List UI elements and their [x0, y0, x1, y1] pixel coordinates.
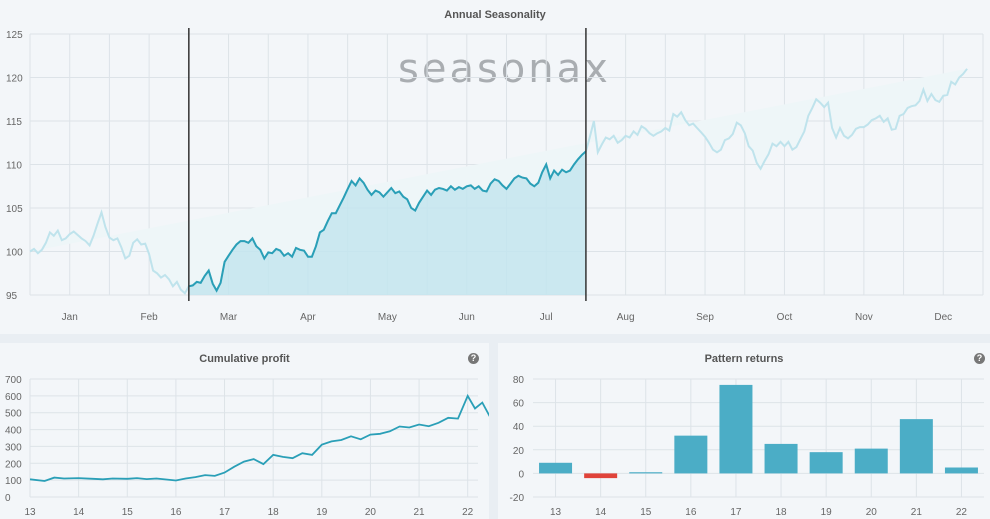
- y-tick-label: 80: [513, 375, 525, 386]
- y-tick-label: 105: [6, 204, 23, 215]
- pattern-return-bar: [719, 384, 753, 474]
- x-tick-label: 18: [775, 507, 787, 518]
- y-tick-label: 0: [5, 493, 11, 504]
- y-tick-label: 120: [6, 74, 23, 85]
- x-tick-label: 20: [866, 507, 878, 518]
- x-tick-label: Feb: [141, 312, 159, 323]
- x-tick-label: 21: [911, 507, 923, 518]
- cumulative-profit-panel: Cumulative profit ? 0 100 200 300 400 500 600 7…: [0, 343, 489, 519]
- x-tick-label: 17: [730, 507, 742, 518]
- x-tick-label: Jul: [540, 312, 553, 323]
- pattern-return-bar: [764, 443, 798, 474]
- y-tick-label: -20: [510, 493, 525, 504]
- x-tick-label: 15: [122, 507, 134, 518]
- pattern-return-bar: [629, 472, 663, 474]
- cumulative-help-icon[interactable]: ?: [468, 353, 479, 364]
- pattern-return-bar: [944, 467, 978, 474]
- x-tick-label: 17: [219, 507, 231, 518]
- y-tick-label: 100: [6, 248, 23, 259]
- x-tick-label: Oct: [777, 312, 793, 323]
- y-tick-label: 300: [5, 442, 22, 453]
- x-tick-label: 15: [640, 507, 652, 518]
- x-tick-label: 20: [365, 507, 377, 518]
- cumulative-profit-chart: 0 100 200 300 400 500 600 700 13 14 15 16 17 18 19 20 21…: [5, 375, 489, 518]
- seasonal-pattern-line: [188, 150, 587, 293]
- y-tick-label: 60: [513, 399, 525, 410]
- y-tick-label: 600: [5, 392, 22, 403]
- y-tick-label: 700: [5, 375, 22, 386]
- x-tick-label: 22: [462, 507, 474, 518]
- x-tick-label: 22: [956, 507, 968, 518]
- annual-seasonality-chart: 95 100 105 110 115 120 125 Jan Feb Mar Apr May Jun Ju…: [6, 28, 984, 323]
- cumulative-profit-title: Cumulative profit: [199, 353, 290, 365]
- y-tick-label: 400: [5, 426, 22, 437]
- pattern-return-bar: [854, 448, 888, 474]
- x-tick-label: Nov: [855, 312, 873, 323]
- highlighted-area: [188, 151, 586, 295]
- x-tick-label: Apr: [300, 312, 316, 323]
- annual-seasonality-panel: Annual Seasonality seasonax 95 100 105 110 1…: [6, 9, 984, 323]
- x-tick-label: 19: [821, 507, 833, 518]
- pattern-return-bar: [674, 435, 708, 474]
- cumulative-profit-line: [29, 393, 489, 482]
- faded-area: [30, 68, 968, 294]
- y-tick-label: 0: [518, 469, 524, 480]
- x-tick-label: Dec: [934, 312, 952, 323]
- pattern-return-bar: [899, 419, 933, 474]
- x-tick-label: May: [378, 312, 397, 323]
- x-tick-label: 16: [170, 507, 182, 518]
- x-tick-label: 14: [595, 507, 607, 518]
- pattern-returns-panel: Pattern returns ? -20 0 20 40 60 80 13 14 15 16 17…: [498, 343, 990, 519]
- x-tick-label: 13: [550, 507, 562, 518]
- y-tick-label: 115: [6, 117, 22, 128]
- x-tick-label: 16: [685, 507, 697, 518]
- y-tick-label: 95: [6, 291, 18, 302]
- y-tick-label: 500: [5, 409, 22, 420]
- x-tick-label: Sep: [696, 312, 714, 323]
- y-tick-label: 20: [513, 446, 525, 457]
- x-tick-label: Jan: [62, 312, 78, 323]
- x-tick-label: 13: [24, 507, 36, 518]
- pattern-help-icon[interactable]: ?: [974, 353, 985, 364]
- y-tick-label: 110: [6, 161, 22, 172]
- x-tick-label: Mar: [220, 312, 238, 323]
- x-tick-label: Aug: [617, 312, 635, 323]
- x-tick-label: 14: [73, 507, 85, 518]
- pattern-returns-chart: -20 0 20 40 60 80 13 14 15 16 17 18 19 20 21 22: [510, 375, 984, 518]
- x-tick-label: 19: [316, 507, 328, 518]
- annual-seasonality-title: Annual Seasonality: [444, 9, 546, 21]
- x-tick-label: 18: [268, 507, 280, 518]
- y-tick-label: 200: [5, 459, 22, 470]
- pattern-return-bar: [809, 452, 843, 474]
- pattern-return-bar: [584, 473, 618, 479]
- y-tick-label: 125: [6, 30, 23, 41]
- y-tick-label: 100: [5, 476, 22, 487]
- x-tick-label: Jun: [459, 312, 475, 323]
- y-tick-label: 40: [513, 422, 525, 433]
- seasonax-logo: seasonax: [398, 46, 611, 92]
- x-tick-label: 21: [414, 507, 426, 518]
- pattern-return-bar: [539, 462, 573, 474]
- pattern-returns-title: Pattern returns: [704, 353, 784, 365]
